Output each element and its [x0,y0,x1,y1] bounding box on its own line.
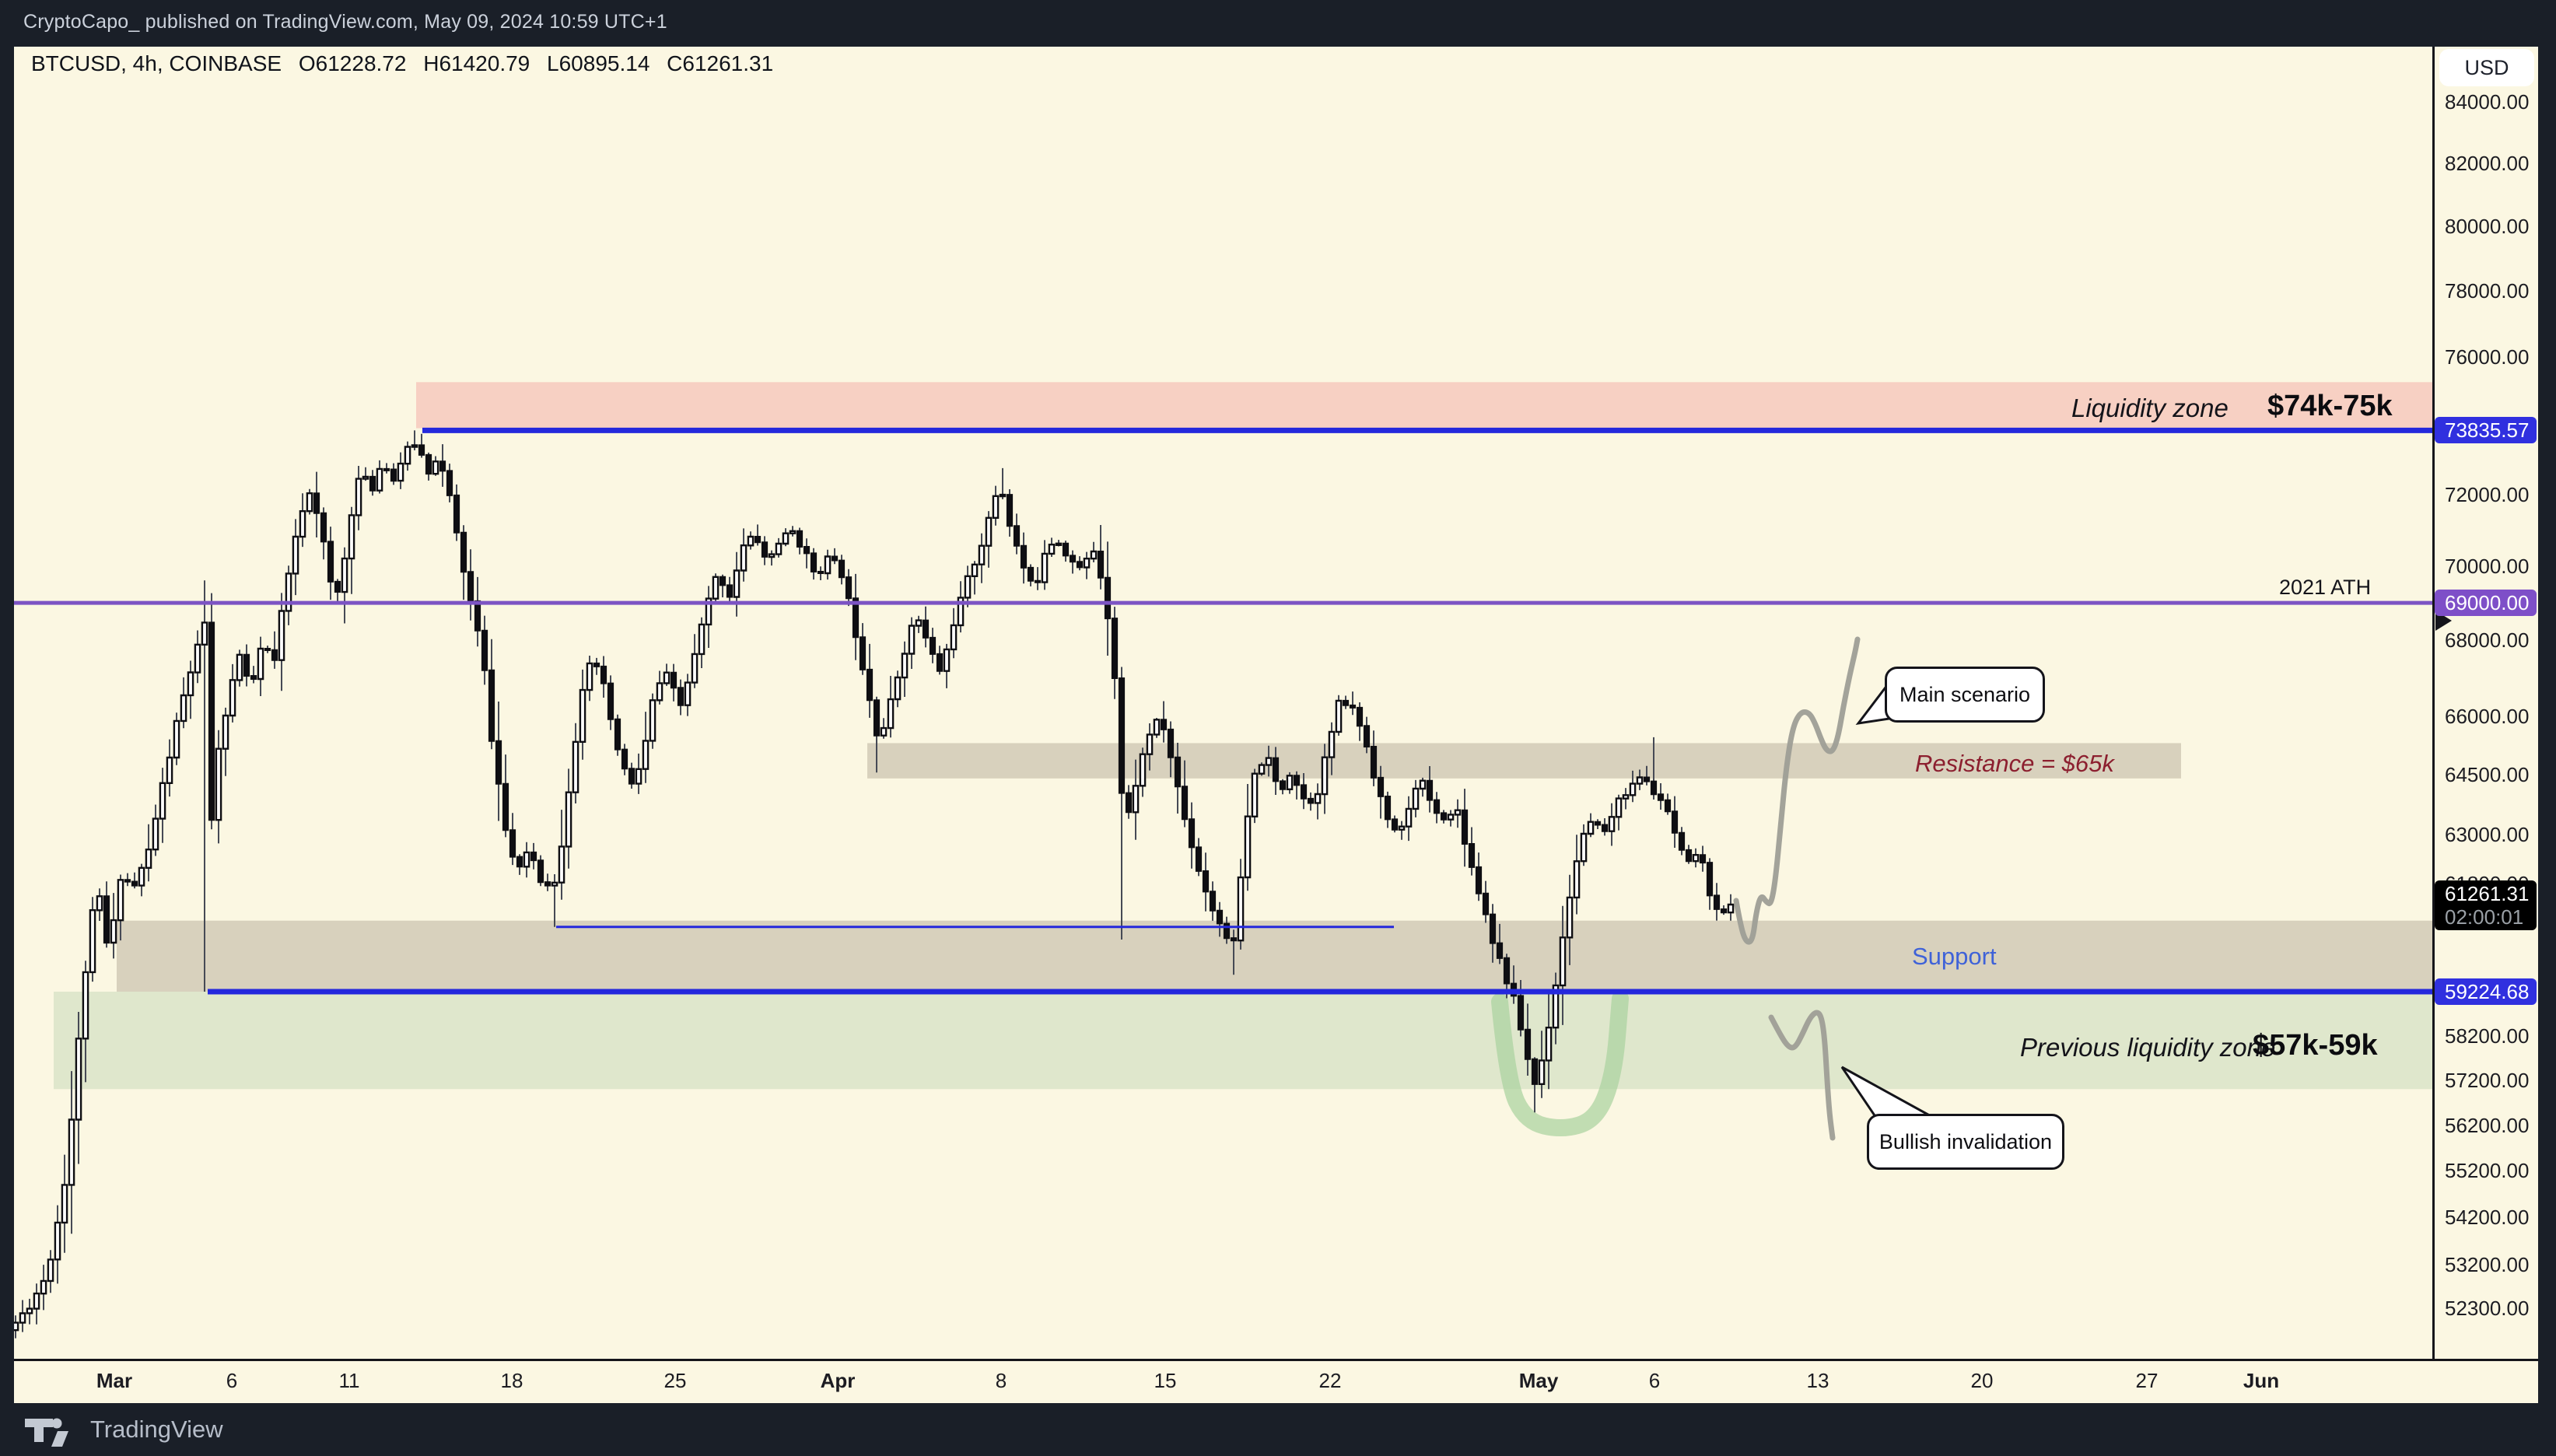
publication-bar: CryptoCapo_ published on TradingView.com… [0,0,2556,47]
axis-separator-horizontal [14,1359,2538,1361]
chart-pane[interactable] [14,47,2432,1359]
branding-bar: TradingView [0,1403,2556,1456]
tradingview-logo-icon [25,1418,68,1447]
tradingview-logo-text: TradingView [90,1416,223,1443]
price-axis[interactable] [2435,47,2538,1359]
axis-separator-vertical [2432,47,2435,1359]
publication-text: CryptoCapo_ published on TradingView.com… [23,11,667,33]
time-axis[interactable] [14,1361,2538,1403]
